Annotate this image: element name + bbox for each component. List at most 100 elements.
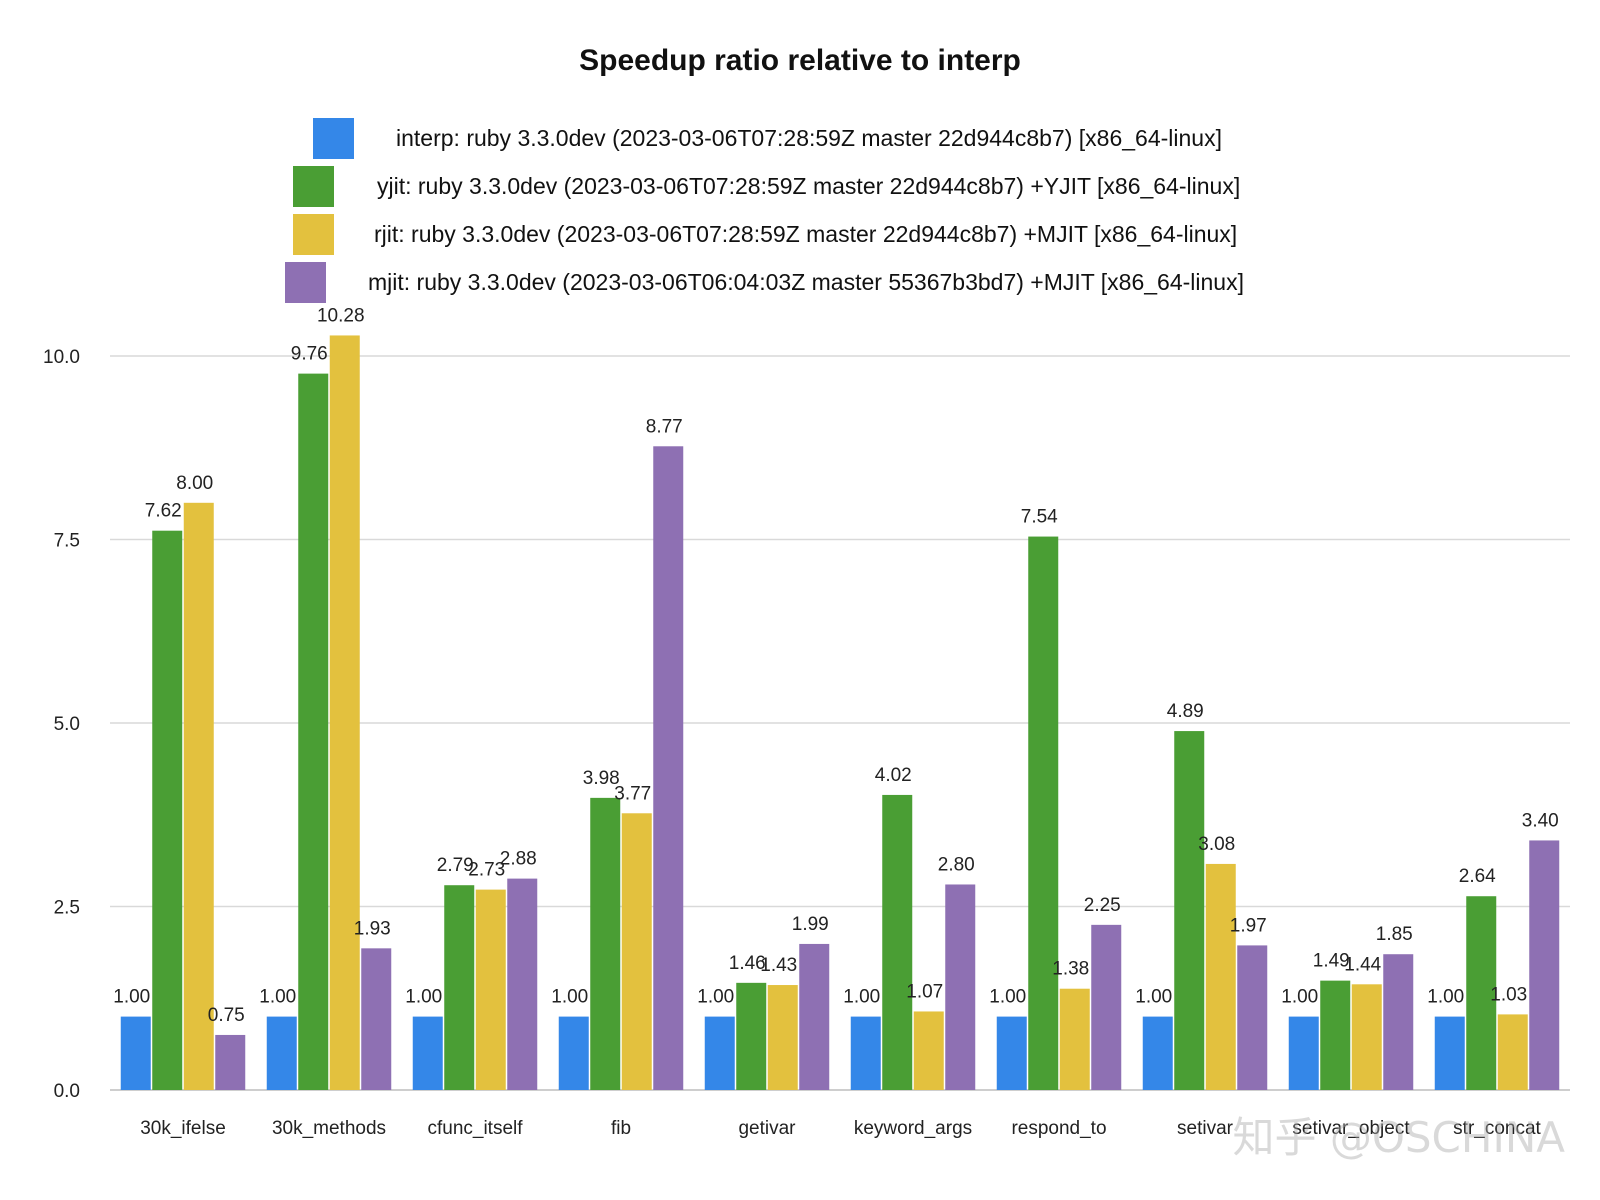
data-label: 2.80 — [938, 854, 975, 875]
bar — [1383, 954, 1414, 1090]
data-label: 1.46 — [729, 953, 766, 974]
data-label: 3.40 — [1522, 810, 1559, 831]
data-label: 1.00 — [1135, 987, 1172, 1008]
legend-label: mjit: ruby 3.3.0dev (2023-03-06T06:04:03… — [368, 269, 1244, 295]
category-label: respond_to — [1011, 1118, 1106, 1139]
data-label: 7.54 — [1021, 507, 1058, 528]
data-label: 1.00 — [551, 987, 588, 1008]
data-label: 2.25 — [1084, 895, 1121, 916]
bar — [1059, 988, 1090, 1090]
data-label: 1.38 — [1052, 959, 1089, 980]
bar — [298, 373, 329, 1091]
data-labels: 1.00 7.62 8.00 0.75 1.00 9.76 10.28 1.93 1.00 2.7… — [113, 305, 1558, 1026]
data-label: 1.00 — [843, 987, 880, 1008]
bar — [361, 948, 392, 1090]
bar — [767, 985, 798, 1090]
bar — [1351, 984, 1382, 1090]
bar — [1529, 840, 1560, 1090]
legend-swatch — [313, 118, 354, 159]
category-label: 30k_methods — [272, 1118, 386, 1139]
bar — [412, 1016, 443, 1090]
data-label: 8.00 — [176, 473, 213, 494]
watermark: 知乎 @OSCHINA — [1232, 1113, 1565, 1162]
legend-swatch — [285, 262, 326, 303]
data-label: 1.00 — [1427, 987, 1464, 1008]
legend-label: yjit: ruby 3.3.0dev (2023-03-06T07:28:59… — [377, 173, 1240, 199]
data-label: 0.75 — [208, 1005, 245, 1026]
data-label: 3.08 — [1198, 834, 1235, 855]
legend-label: interp: ruby 3.3.0dev (2023-03-06T07:28:… — [396, 125, 1222, 151]
bar — [215, 1034, 246, 1090]
bar — [507, 878, 538, 1090]
data-label: 1.44 — [1344, 954, 1381, 975]
data-label: 2.79 — [437, 855, 474, 876]
data-label: 1.00 — [113, 987, 150, 1008]
data-label: 1.99 — [792, 914, 829, 935]
bar — [120, 1016, 151, 1090]
bar — [653, 446, 684, 1091]
bar — [590, 797, 621, 1090]
data-label: 1.43 — [760, 955, 797, 976]
bar — [1142, 1016, 1173, 1090]
bar — [444, 885, 475, 1090]
data-label: 9.76 — [291, 344, 328, 365]
y-tick-label: 7.5 — [54, 531, 80, 552]
data-label: 1.85 — [1376, 924, 1413, 945]
bar — [1466, 896, 1497, 1090]
data-label: 1.00 — [989, 987, 1026, 1008]
bar — [558, 1016, 589, 1090]
data-label: 2.64 — [1459, 866, 1496, 887]
bar — [945, 884, 976, 1090]
legend: interp: ruby 3.3.0dev (2023-03-06T07:28:… — [285, 118, 1244, 303]
category-label: 30k_ifelse — [140, 1118, 226, 1139]
category-label: setivar — [1177, 1118, 1234, 1139]
bar — [152, 530, 183, 1090]
bars — [120, 335, 1560, 1091]
y-tick-label: 10.0 — [43, 347, 80, 368]
data-label: 1.49 — [1313, 951, 1350, 972]
bar — [266, 1016, 297, 1090]
bar — [1288, 1016, 1319, 1090]
chart-title: Speedup ratio relative to interp — [579, 44, 1021, 77]
data-label: 1.07 — [906, 981, 943, 1002]
data-label: 2.73 — [468, 860, 505, 881]
category-label: str_concat — [1453, 1118, 1541, 1139]
category-label: getivar — [738, 1118, 796, 1139]
category-label: setivar_object — [1292, 1118, 1410, 1139]
data-label: 1.03 — [1490, 984, 1527, 1005]
category-labels: 30k_ifelse 30k_methods cfunc_itself fib geti… — [140, 1118, 1541, 1139]
category-label: fib — [611, 1118, 631, 1139]
bar — [913, 1011, 944, 1090]
bar — [736, 982, 767, 1090]
data-label: 3.77 — [614, 783, 651, 804]
legend-label: rjit: ruby 3.3.0dev (2023-03-06T07:28:59… — [374, 221, 1237, 247]
data-label: 1.97 — [1230, 915, 1267, 936]
bar — [882, 794, 913, 1090]
data-label: 1.00 — [405, 987, 442, 1008]
category-label: keyword_args — [854, 1118, 972, 1139]
bar — [1091, 924, 1122, 1090]
bar — [183, 502, 214, 1090]
bar — [621, 813, 652, 1090]
data-label: 1.00 — [259, 987, 296, 1008]
bar — [1497, 1014, 1528, 1090]
data-label: 3.98 — [583, 768, 620, 789]
bar — [1205, 863, 1236, 1090]
data-label: 10.28 — [317, 305, 365, 326]
legend-swatch — [293, 166, 334, 207]
bar — [799, 943, 830, 1090]
bar — [1434, 1016, 1465, 1090]
data-label: 2.88 — [500, 849, 537, 870]
bar — [850, 1016, 881, 1090]
bar — [475, 889, 506, 1090]
data-label: 1.00 — [1281, 987, 1318, 1008]
data-label: 7.62 — [145, 501, 182, 522]
bar — [329, 335, 360, 1090]
data-label: 1.93 — [354, 918, 391, 939]
bar — [1174, 731, 1205, 1090]
category-label: cfunc_itself — [427, 1118, 523, 1139]
data-label: 4.89 — [1167, 701, 1204, 722]
bar — [1320, 980, 1351, 1090]
data-label: 8.77 — [646, 416, 683, 437]
